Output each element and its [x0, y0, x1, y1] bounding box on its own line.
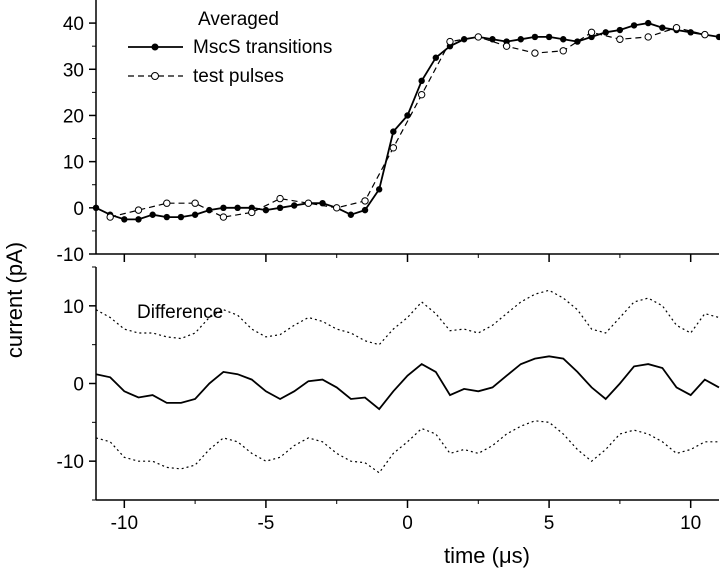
mscs-transitions-point: [432, 54, 440, 61]
bottom-y-tick-label: 10: [63, 297, 84, 318]
mscs-transitions-point: [517, 36, 524, 43]
test-pulses-point: [276, 194, 284, 203]
x-tick-label: -5: [257, 513, 274, 534]
mscs-transitions-point: [276, 204, 284, 212]
y-axis-title: current (pA): [2, 242, 27, 358]
mscs-transitions-point: [319, 200, 326, 207]
series-line-difference: [95, 355, 720, 411]
mscs-transitions-point: [347, 211, 355, 218]
axes-layer: [89, 0, 719, 508]
mscs-transitions-point: [460, 36, 468, 43]
x-tick-label: 5: [544, 513, 555, 534]
mscs-transitions-point: [206, 206, 213, 214]
test-pulses-point: [106, 213, 114, 221]
x-tick-label: 10: [680, 513, 701, 534]
mscs-transitions-point: [560, 36, 567, 43]
top-y-tick-label: 20: [63, 106, 84, 127]
test-pulses-point: [163, 199, 171, 207]
mscs-transitions-point: [135, 216, 142, 223]
top-y-tick-label: -10: [57, 245, 84, 266]
x-axis-title: time (μs): [444, 543, 530, 568]
difference-panel-title: Difference: [137, 302, 223, 323]
test-pulses-point: [389, 144, 398, 152]
mscs-transitions-point: [390, 128, 397, 135]
test-pulses-point: [559, 47, 567, 55]
mscs-transitions-point: [659, 24, 666, 31]
legend-label-mscs-transitions: MscS transitions: [193, 37, 332, 58]
test-pulses-point: [616, 35, 624, 43]
test-pulses-point: [502, 42, 511, 50]
top-y-tick-label: 40: [63, 14, 84, 35]
mscs-transitions-point: [531, 33, 539, 41]
mscs-transitions-point: [262, 206, 270, 214]
test-pulses-point: [417, 90, 426, 99]
mscs-transitions-point: [191, 211, 199, 218]
legend-marker-test-pulses: [151, 72, 159, 80]
top-y-tick-label: 0: [73, 199, 84, 220]
bottom-y-tick-label: -10: [57, 452, 84, 473]
mscs-transitions-point: [361, 206, 369, 214]
mscs-transitions-point: [220, 204, 227, 212]
test-pulses-point: [672, 24, 681, 32]
test-pulses-point: [134, 206, 143, 214]
mscs-transitions-point: [291, 202, 298, 209]
mscs-transitions-point: [574, 38, 581, 45]
mscs-transitions-point: [715, 33, 720, 41]
test-pulses-point: [248, 208, 256, 217]
test-pulses-point: [474, 33, 482, 41]
mscs-transitions-point: [92, 204, 100, 212]
mscs-transitions-point: [545, 33, 553, 41]
series-line-lower-bound: [95, 420, 719, 474]
test-pulses-point: [219, 213, 228, 221]
mscs-transitions-point: [630, 22, 638, 29]
text-layer: current (pA) time (μs) Averaged MscS tra…: [2, 9, 701, 568]
mscs-transitions-point: [489, 36, 496, 43]
test-pulses-point: [333, 204, 341, 212]
test-pulses-point: [587, 28, 596, 37]
mscs-transitions-point: [121, 216, 128, 223]
mscs-transitions-point: [616, 26, 624, 34]
mscs-transitions-point: [375, 186, 383, 193]
test-pulses-point: [531, 49, 539, 57]
test-pulses-point: [701, 30, 709, 39]
top-y-tick-label: 10: [63, 153, 84, 174]
data-layer: [92, 19, 720, 474]
mscs-transitions-point: [602, 29, 609, 36]
mscs-transitions-point: [687, 29, 694, 36]
mscs-transitions-point: [418, 77, 425, 85]
test-pulses-point: [304, 199, 313, 207]
mscs-transitions-point: [234, 204, 241, 212]
mscs-transitions-point: [404, 112, 411, 119]
legend-marker-mscs-transitions: [151, 43, 159, 51]
test-pulses-point: [191, 199, 199, 207]
test-pulses-point: [361, 197, 369, 205]
mscs-transitions-point: [163, 213, 170, 221]
mscs-transitions-point: [149, 211, 156, 218]
top-y-tick-label: 30: [63, 60, 84, 81]
legend-title: Averaged: [198, 9, 279, 30]
bottom-y-tick-label: 0: [73, 375, 84, 396]
series-line-upper-bound: [95, 289, 720, 346]
x-tick-label: 0: [402, 513, 413, 534]
test-pulses-point: [446, 37, 454, 46]
legend-label-test-pulses: test pulses: [193, 66, 284, 87]
mscs-transitions-point: [177, 213, 185, 221]
x-tick-label: -10: [111, 513, 138, 534]
mscs-transitions-point: [645, 19, 652, 27]
test-pulses-point: [644, 33, 652, 41]
